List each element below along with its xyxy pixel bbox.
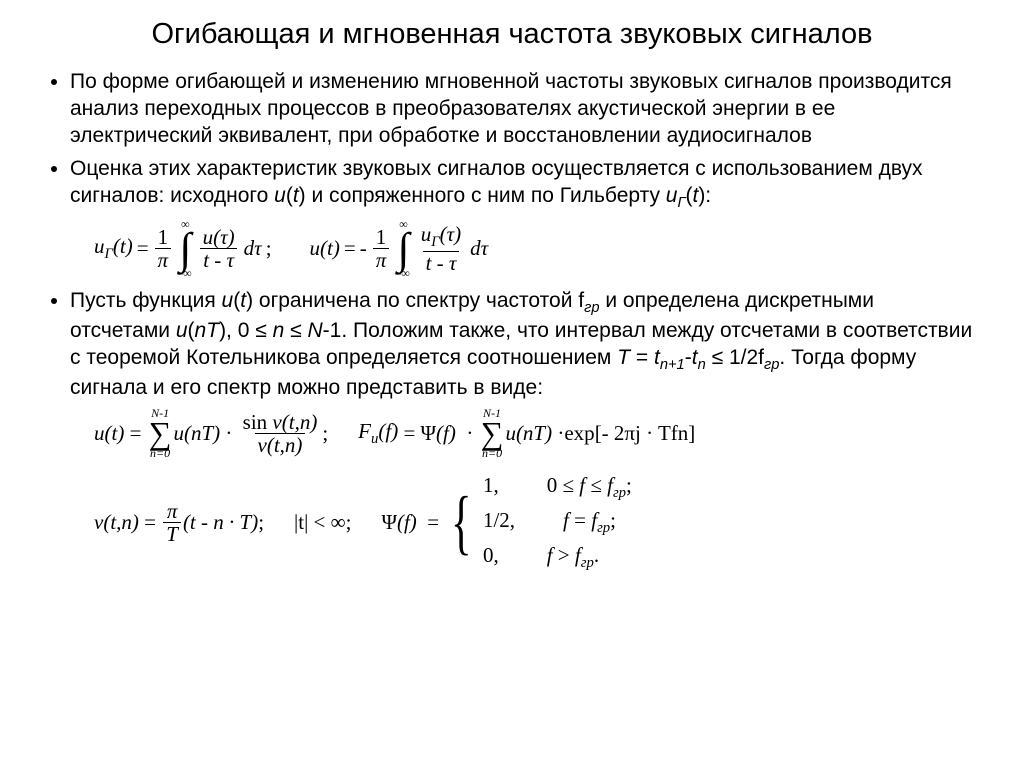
eq3-Psi: Ψ	[381, 510, 397, 535]
eq1-frac2: uГ(τ) t - τ	[418, 223, 464, 274]
eq1-int2: ∞ ∫ -∞	[397, 219, 410, 279]
eq2-exp: exp	[564, 421, 594, 446]
b3-mid3: ), 0 ≤	[219, 319, 273, 342]
eq2-sum2: N-1 ∑ n=0	[481, 408, 504, 458]
case-3: 0,f > fгр.	[483, 543, 632, 572]
eq2-expr: [- 2πj · Tfn]	[595, 421, 696, 446]
eq1-lhs2: u(t)	[310, 236, 340, 261]
b3-n: n	[273, 319, 285, 342]
b3-le: ≤ 1/2f	[706, 346, 764, 369]
case-2: 1/2,f = fгр;	[483, 508, 632, 537]
eq1-1pi: 1 π	[155, 226, 172, 271]
b3-n1sub: n+1	[660, 358, 685, 374]
eq1-minus: -	[360, 236, 367, 261]
b3-sub1: гр	[584, 301, 599, 317]
eq3-body: (t - n · T)	[183, 510, 258, 535]
equation-hilbert: uГ(t) = 1 π ∞ ∫ -∞ u(τ) t - τ dτ; u(t) =…	[94, 219, 978, 279]
eq2-ut: u(t)	[94, 421, 124, 446]
b2-gsub: Г	[677, 195, 685, 211]
b3-eq: =	[630, 346, 654, 369]
eq2-sum1: N-1 ∑ n=0	[149, 408, 172, 458]
eq1-eq2: =	[344, 236, 356, 261]
eq1-dtau1: dτ	[244, 236, 262, 261]
bullet-1: По форме огибающей и изменению мгновенно…	[70, 69, 978, 150]
b3-nT: nT	[195, 319, 220, 342]
eq1-int1: ∞ ∫ -∞	[179, 219, 192, 279]
eq3-vtn: v(t,n)	[94, 510, 139, 535]
slide: Огибающая и мгновенная частота звуковых …	[0, 0, 1024, 768]
eq3-abs: |t|	[294, 510, 308, 535]
b3-pre: Пусть функция	[70, 289, 222, 312]
b3-nsub: n	[698, 358, 706, 374]
eq2-sinc: sin v(t,n) v(t,n)	[240, 411, 321, 456]
eq2-Fu: Fu(f)	[358, 419, 398, 448]
eq2-row: u(t) = N-1 ∑ n=0 u(nT) · sin v(t,n) v(t,…	[94, 408, 978, 458]
b3-mid1: ) ограничена по спектру частотой f	[246, 289, 584, 312]
eq1-frac1: u(τ) t - τ	[200, 226, 238, 271]
bullet-2: Оценка этих характеристик звуковых сигна…	[70, 156, 978, 213]
b2-mid: ) и сопряженного с ним по Гильберту	[299, 184, 666, 207]
b3-minus: -	[685, 346, 692, 369]
slide-title: Огибающая и мгновенная частота звуковых …	[46, 18, 978, 51]
b2-ug: u	[666, 184, 678, 207]
eq2-unT2: u(nT)	[505, 421, 552, 446]
eq3-inf: ∞	[331, 510, 346, 535]
case-1: 1,0 ≤ f ≤ fгр;	[483, 473, 632, 502]
b3-N: N	[308, 319, 323, 342]
eq1-eq: =	[137, 236, 149, 261]
b2-u: u	[274, 184, 286, 207]
eq2-Psi: Ψ	[421, 421, 437, 446]
eq2-unT: u(nT)	[173, 421, 220, 446]
eq1-dtau2: dτ	[470, 236, 488, 261]
eq1-1pi-2: 1 π	[373, 226, 390, 271]
eq1-lhs1: uГ(t)	[94, 234, 133, 263]
eq3-cases: { 1,0 ≤ f ≤ fгр; 1/2,f = fгр; 0,f > fгр.	[444, 473, 631, 573]
b3-sub2: гр	[764, 358, 779, 374]
eq3-piT: π T	[163, 500, 181, 545]
b3-u: u	[222, 289, 234, 312]
bullet-list: По форме огибающей и изменению мгновенно…	[46, 69, 978, 213]
b2-end: ):	[698, 184, 711, 207]
equation-series: u(t) = N-1 ∑ n=0 u(nT) · sin v(t,n) v(t,…	[94, 408, 978, 572]
bullet-list-2: Пусть функция u(t) ограничена по спектру…	[46, 288, 978, 402]
bullet-3: Пусть функция u(t) ограничена по спектру…	[70, 288, 978, 402]
b3-unT: u	[176, 319, 188, 342]
b3-T: T	[617, 346, 630, 369]
eq3-row: v(t,n) = π T (t - n · T); |t| < ∞; Ψ(f) …	[94, 473, 978, 573]
b3-mid4: ≤	[284, 319, 307, 342]
